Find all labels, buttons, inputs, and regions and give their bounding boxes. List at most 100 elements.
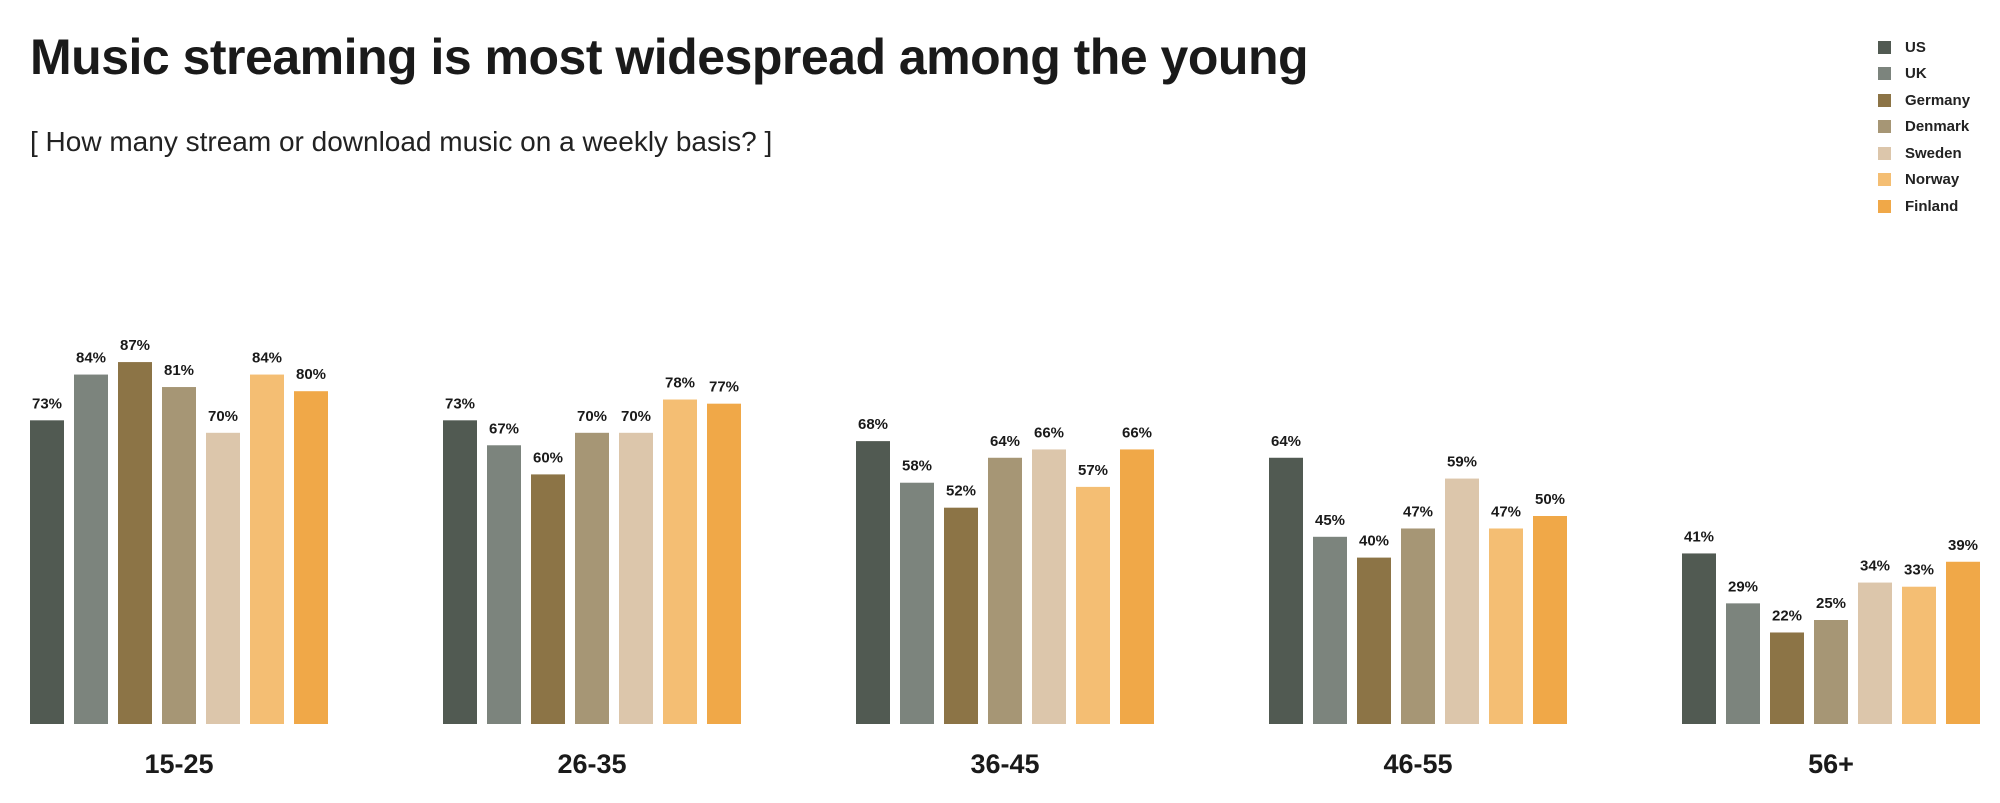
bar-uk-36-45 [900, 482, 934, 724]
bar-uk-56+ [1726, 603, 1760, 724]
data-label: 34% [1860, 558, 1890, 575]
legend-label: UK [1905, 65, 1927, 83]
data-label: 57% [1078, 462, 1108, 479]
data-label: 45% [1315, 512, 1345, 529]
bar-group-26-35: 73% 67% 60% 70% 70% 78% 77% [443, 375, 741, 724]
legend-label: Germany [1905, 91, 1971, 109]
bar-finland-36-45 [1120, 449, 1154, 724]
data-label: 66% [1122, 424, 1152, 441]
legend-label: Sweden [1905, 144, 1962, 162]
bar-denmark-15-25 [162, 387, 196, 724]
data-label: 80% [296, 366, 326, 383]
bar-sweden-56+ [1858, 582, 1892, 724]
bar-germany-36-45 [944, 507, 978, 724]
bar-us-26-35 [443, 420, 477, 724]
bar-sweden-26-35 [619, 432, 653, 724]
bar-germany-46-55 [1357, 557, 1391, 724]
bar-denmark-46-55 [1401, 528, 1435, 724]
legend-item-norway: Norway [1878, 167, 1970, 194]
bar-germany-56+ [1770, 632, 1804, 724]
legend-swatch [1878, 199, 1891, 213]
bar-norway-36-45 [1076, 486, 1110, 724]
x-tick-label: 26-35 [557, 749, 626, 779]
legend-label: US [1905, 38, 1926, 56]
bar-uk-15-25 [74, 374, 108, 724]
legend-label: Norway [1905, 171, 1960, 189]
bar-finland-15-25 [294, 391, 328, 724]
legend-swatch [1878, 40, 1891, 54]
data-label: 64% [1271, 433, 1301, 450]
bar-norway-26-35 [663, 399, 697, 724]
chart-title: Music streaming is most widespread among… [30, 29, 1309, 85]
bar-sweden-46-55 [1445, 478, 1479, 724]
bar-norway-56+ [1902, 586, 1936, 724]
data-label: 70% [621, 408, 651, 425]
bar-denmark-56+ [1814, 620, 1848, 724]
bar-uk-26-35 [487, 445, 521, 724]
x-tick-label: 56+ [1808, 749, 1854, 779]
legend: US UK Germany Denmark Sweden Norway Finland [1878, 34, 1970, 220]
data-label: 84% [76, 350, 106, 367]
bar-group-46-55: 64% 45% 40% 47% 59% 47% 50% [1269, 433, 1567, 724]
bar-denmark-26-35 [575, 432, 609, 724]
bar-norway-46-55 [1489, 528, 1523, 724]
data-label: 73% [32, 395, 62, 412]
data-label: 29% [1728, 578, 1758, 595]
data-label: 68% [858, 416, 888, 433]
bar-us-15-25 [30, 420, 64, 724]
data-label: 67% [489, 420, 519, 437]
bar-denmark-36-45 [988, 457, 1022, 724]
bar-germany-26-35 [531, 474, 565, 724]
data-label: 59% [1447, 454, 1477, 471]
legend-label: Finland [1905, 197, 1959, 215]
legend-swatch [1878, 67, 1891, 81]
bar-sweden-36-45 [1032, 449, 1066, 724]
data-label: 60% [533, 449, 563, 466]
data-label: 58% [902, 458, 932, 475]
data-label: 77% [709, 379, 739, 396]
legend-item-sweden: Sweden [1878, 140, 1970, 167]
legend-item-finland: Finland [1878, 193, 1970, 220]
bar-group-15-25: 73% 84% 87% 81% 70% 84% 80% [30, 337, 328, 724]
data-label: 84% [252, 350, 282, 367]
legend-swatch [1878, 173, 1891, 187]
legend-item-us: US [1878, 34, 1970, 61]
data-label: 66% [1034, 424, 1064, 441]
data-label: 33% [1904, 562, 1934, 579]
data-label: 50% [1535, 491, 1565, 508]
data-label: 47% [1403, 503, 1433, 520]
data-label: 40% [1359, 533, 1389, 550]
legend-label: Denmark [1905, 118, 1970, 136]
bar-norway-15-25 [250, 374, 284, 724]
bar-uk-46-55 [1313, 536, 1347, 724]
data-label: 39% [1948, 537, 1978, 554]
data-label: 78% [665, 375, 695, 392]
data-label: 81% [164, 362, 194, 379]
legend-item-uk: UK [1878, 61, 1970, 88]
data-label: 22% [1772, 607, 1802, 624]
x-tick-label: 46-55 [1383, 749, 1452, 779]
legend-swatch [1878, 93, 1891, 107]
data-label: 64% [990, 433, 1020, 450]
bar-finland-26-35 [707, 403, 741, 724]
bar-germany-15-25 [118, 362, 152, 724]
data-label: 87% [120, 337, 150, 354]
legend-swatch [1878, 146, 1891, 160]
bar-us-56+ [1682, 553, 1716, 724]
data-label: 52% [946, 483, 976, 500]
data-label: 47% [1491, 503, 1521, 520]
x-tick-label: 15-25 [144, 749, 213, 779]
data-label: 70% [577, 408, 607, 425]
legend-swatch [1878, 120, 1891, 134]
bar-finland-56+ [1946, 561, 1980, 724]
bar-finland-46-55 [1533, 516, 1567, 724]
legend-item-germany: Germany [1878, 87, 1970, 114]
data-label: 70% [208, 408, 238, 425]
bar-us-36-45 [856, 441, 890, 724]
data-label: 73% [445, 395, 475, 412]
chart-subtitle: [ How many stream or download music on a… [30, 126, 773, 157]
data-label: 41% [1684, 528, 1714, 545]
bar-sweden-15-25 [206, 432, 240, 724]
bar-group-36-45: 68% 58% 52% 64% 66% 57% 66% [856, 416, 1154, 724]
